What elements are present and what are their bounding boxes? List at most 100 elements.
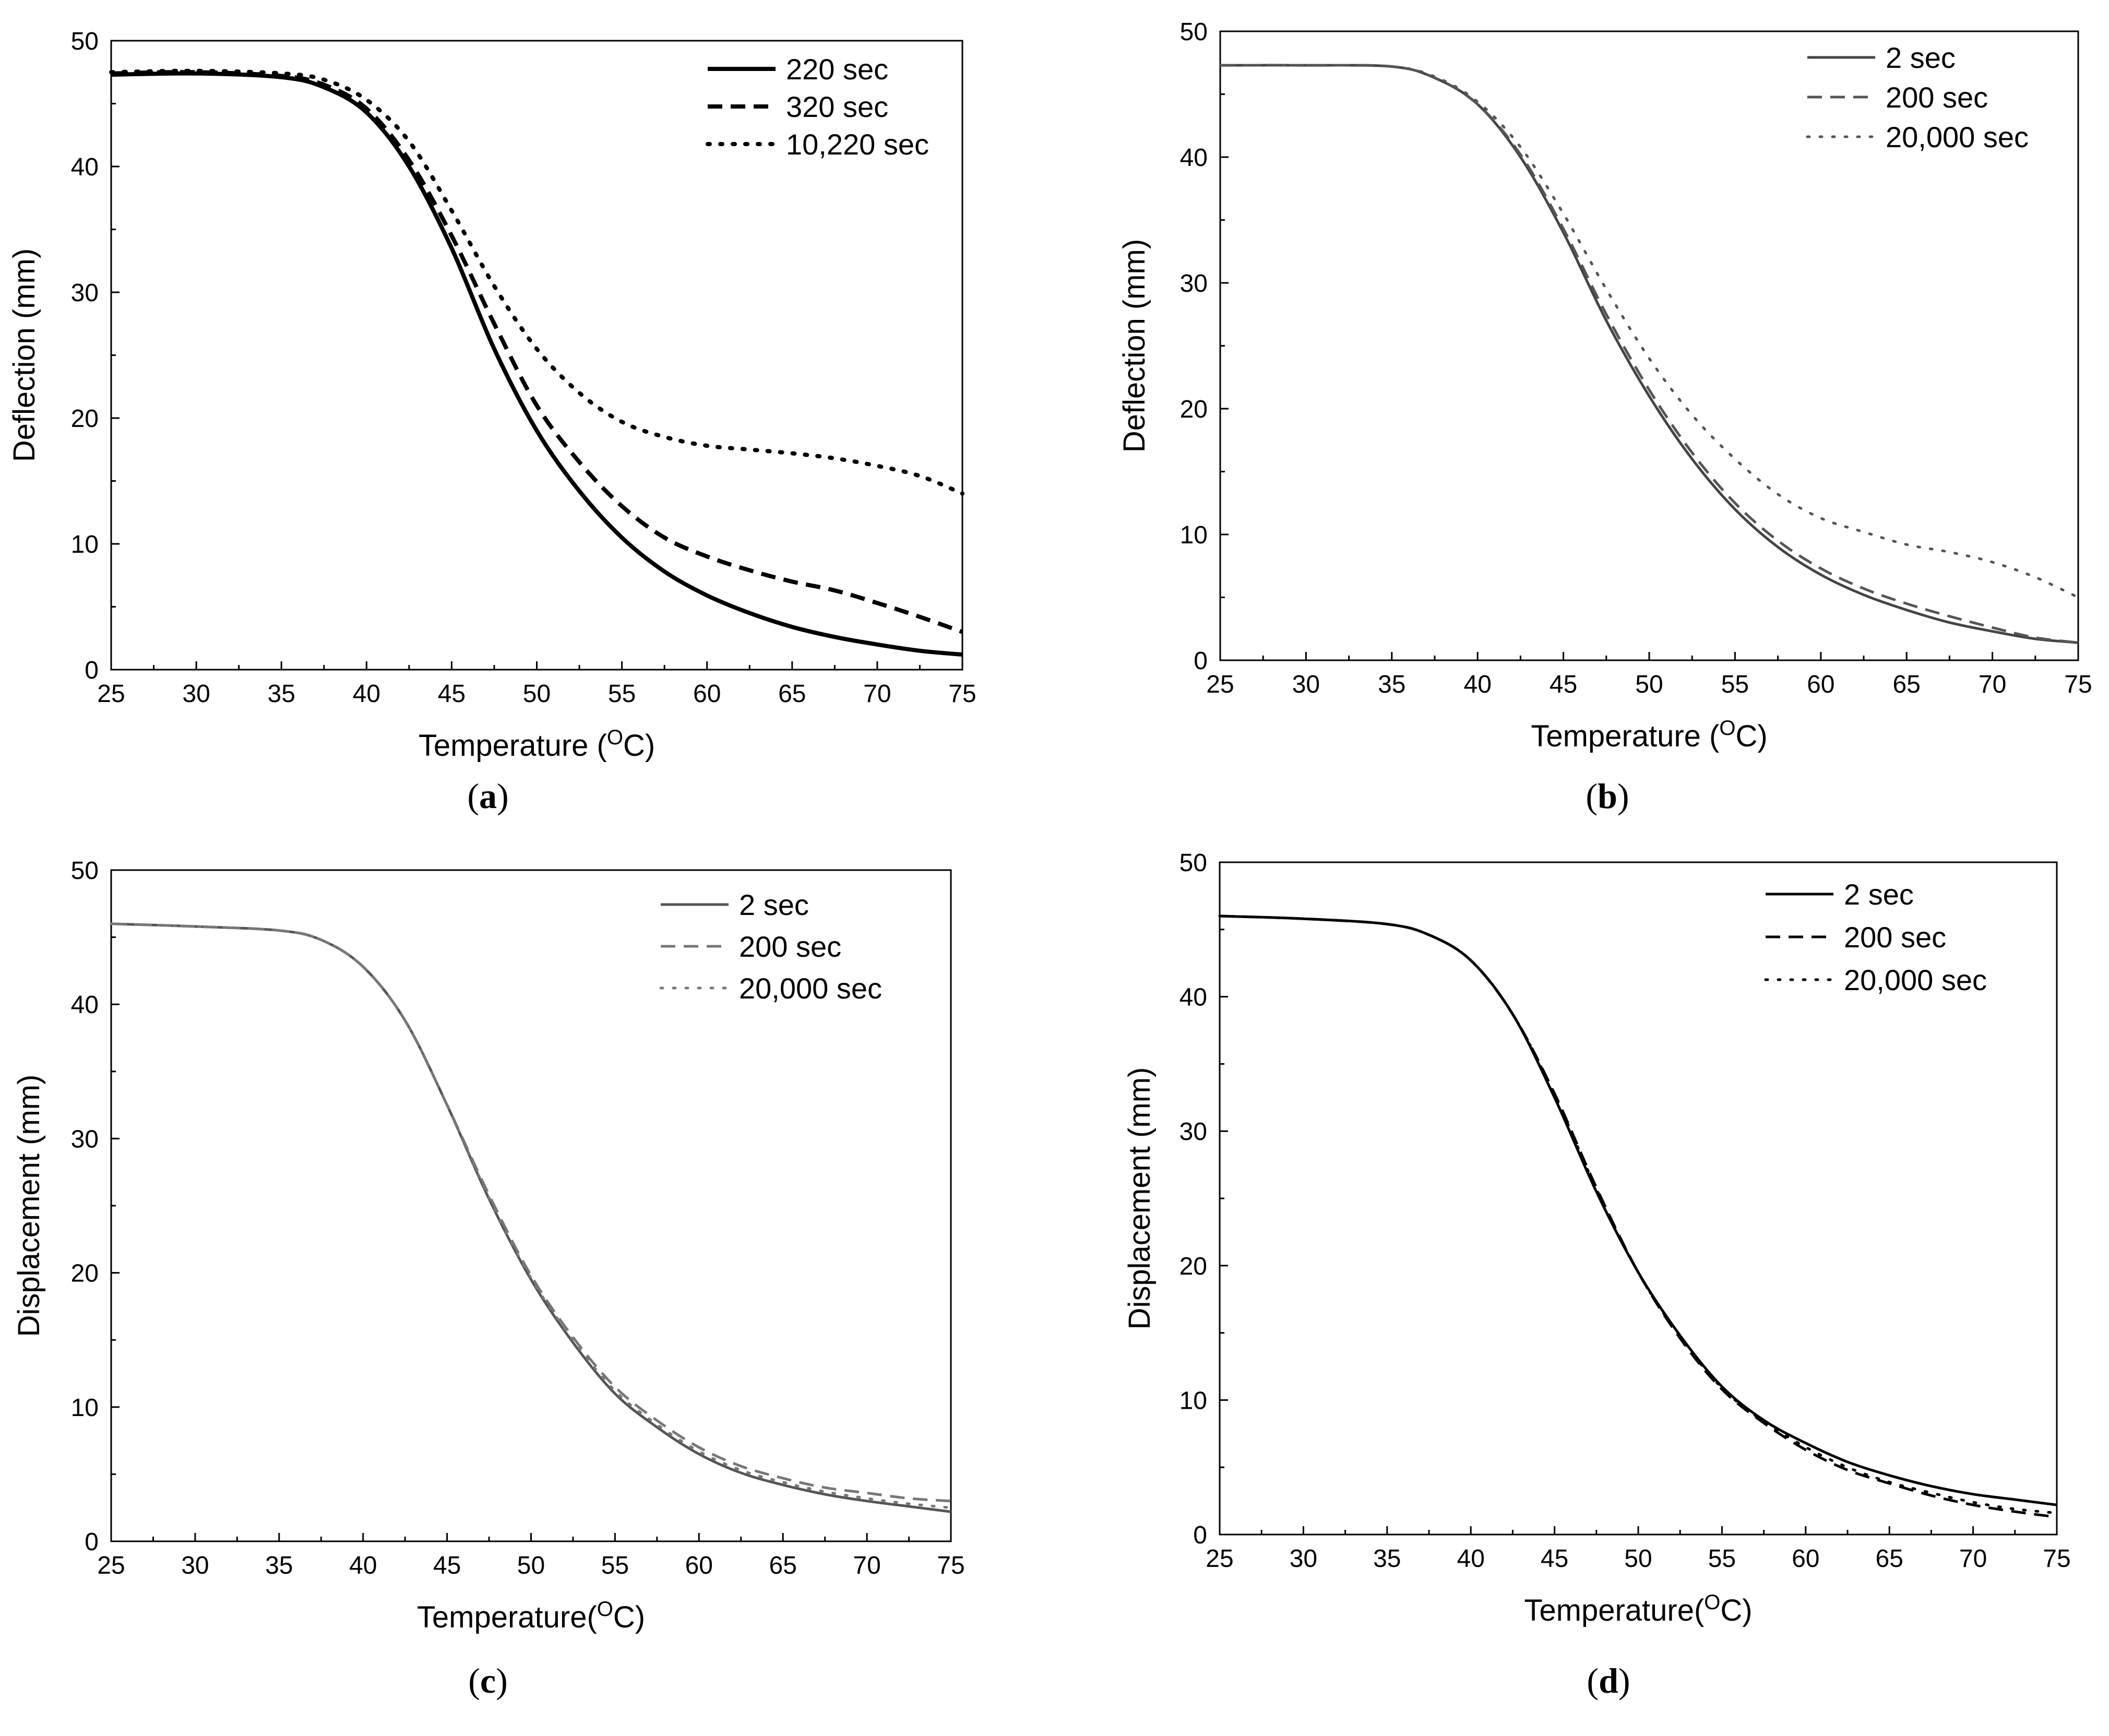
legend-label: 2 sec: [1886, 41, 1956, 74]
caption-open: (: [467, 776, 479, 816]
chart-panel-c: 25 30 35 40 45 50 55 60 65 70 75 0 10 20 30 40 50 2 sec 20…: [12, 857, 965, 1701]
x-axis-title-unit: C): [1735, 719, 1767, 753]
x-tick-label: 70: [853, 1552, 880, 1579]
y-tick-label: 50: [71, 857, 99, 885]
legend-label: 10,220 sec: [786, 128, 929, 161]
caption-letter: a: [479, 776, 497, 816]
x-tick-label: 55: [1708, 1545, 1736, 1573]
legend-label: 2 sec: [1844, 878, 1914, 911]
x-axis-title: Temperature(OC): [417, 1598, 645, 1634]
y-tick-label: 40: [71, 153, 99, 181]
x-axis-title-text: Temperature(: [417, 1600, 597, 1634]
panel-caption: (c): [468, 1661, 508, 1701]
x-axis-title-unit: C): [623, 729, 655, 763]
series-line: [110, 922, 952, 1509]
legend-label: 20,000 sec: [1844, 964, 1987, 996]
caption-open: (: [1586, 776, 1598, 816]
x-tick-label: 50: [1624, 1545, 1652, 1573]
y-tick-label: 10: [71, 531, 99, 558]
y-tick-label: 50: [71, 28, 99, 55]
y-tick-label: 40: [1180, 144, 1208, 172]
x-axis-title-text: Temperature(: [1524, 1594, 1704, 1627]
y-tick-label: 20: [71, 405, 99, 433]
panel-caption: (a): [467, 776, 508, 816]
x-tick-label: 50: [1635, 671, 1663, 698]
y-tick-label: 20: [1179, 1253, 1207, 1280]
x-tick-label: 30: [182, 680, 210, 708]
x-tick-label: 25: [97, 1552, 125, 1579]
x-tick-label: 70: [863, 680, 891, 708]
chart-panel-b: 25 30 35 40 45 50 55 60 65 70 75 0 10 20 30 40 50 2 sec 20…: [1117, 18, 2092, 816]
x-tick-label: 25: [97, 680, 125, 708]
x-tick-label: 60: [693, 680, 721, 708]
x-axis-title-superscript: O: [1704, 1591, 1720, 1614]
series-line: [1219, 914, 2057, 1518]
chart-panel-a: 25 30 35 40 45 50 55 60 65 70 75 0 10 20 30 40 50 220 sec…: [7, 28, 976, 816]
y-tick-label: 50: [1179, 849, 1207, 877]
x-axis-title-superscript: O: [1719, 717, 1735, 740]
series-line: [1220, 64, 2079, 644]
x-tick-label: 60: [1792, 1545, 1819, 1573]
x-axis-title-superscript: O: [597, 1598, 613, 1621]
x-axis-title-unit: C): [1720, 1594, 1752, 1627]
x-tick-label: 40: [1464, 671, 1492, 698]
caption-close: ): [1617, 776, 1629, 816]
x-tick-label: 30: [1290, 1545, 1317, 1573]
caption-letter: b: [1598, 776, 1617, 816]
x-axis-title-text: Temperature (: [1531, 719, 1719, 753]
y-tick-label: 10: [1179, 1387, 1207, 1414]
x-axis-title-unit: C): [613, 1600, 645, 1634]
y-tick-label: 30: [71, 279, 99, 307]
x-tick-label: 70: [1959, 1545, 1987, 1573]
y-tick-label: 0: [85, 657, 99, 684]
x-tick-label: 40: [349, 1552, 377, 1579]
y-tick-label: 10: [1180, 521, 1208, 549]
y-axis-title: Deflection (mm): [7, 248, 41, 462]
x-tick-label: 25: [1206, 671, 1234, 698]
caption-open: (: [468, 1661, 480, 1701]
y-tick-label: 20: [71, 1260, 99, 1288]
series-line: [111, 71, 963, 657]
x-tick-label: 65: [769, 1552, 797, 1579]
y-tick-label: 30: [1179, 1118, 1207, 1146]
x-tick-label: 50: [517, 1552, 545, 1579]
legend-label: 200 sec: [739, 930, 841, 963]
caption-open: (: [1587, 1661, 1599, 1701]
x-tick-label: 45: [1550, 671, 1577, 698]
legend-label: 2 sec: [739, 888, 809, 921]
x-tick-label: 45: [1541, 1545, 1568, 1573]
y-tick-label: 50: [1180, 18, 1208, 46]
x-tick-label: 45: [438, 680, 466, 708]
series-line: [1218, 914, 2058, 1515]
x-axis-title-text: Temperature (: [419, 729, 607, 763]
caption-letter: c: [480, 1661, 496, 1701]
x-tick-label: 35: [1378, 671, 1405, 698]
x-tick-label: 35: [268, 680, 295, 708]
x-tick-label: 55: [608, 680, 636, 708]
x-tick-label: 70: [1979, 671, 2006, 698]
x-tick-label: 60: [1807, 671, 1834, 698]
x-tick-label: 65: [778, 680, 806, 708]
x-tick-label: 75: [2064, 671, 2092, 698]
y-tick-label: 40: [1179, 984, 1207, 1012]
y-axis-title: Displacement (mm): [1123, 1067, 1157, 1330]
x-tick-label: 45: [433, 1552, 461, 1579]
panel-caption: (b): [1586, 776, 1629, 816]
legend-label: 200 sec: [1886, 81, 1988, 114]
x-tick-label: 40: [1457, 1545, 1485, 1573]
legend-label: 200 sec: [1844, 921, 1946, 954]
x-tick-label: 30: [1292, 671, 1320, 698]
x-axis-title: Temperature (OC): [419, 726, 655, 763]
x-tick-label: 40: [353, 680, 380, 708]
legend-label: 20,000 sec: [739, 972, 882, 1005]
x-tick-label: 35: [1373, 1545, 1401, 1573]
x-tick-label: 75: [937, 1552, 964, 1579]
y-tick-label: 10: [71, 1394, 99, 1422]
legend-label: 20,000 sec: [1886, 121, 2029, 153]
x-tick-label: 60: [685, 1552, 713, 1579]
x-tick-label: 75: [2043, 1545, 2070, 1573]
caption-close: ): [497, 776, 509, 816]
y-tick-label: 0: [85, 1528, 99, 1556]
